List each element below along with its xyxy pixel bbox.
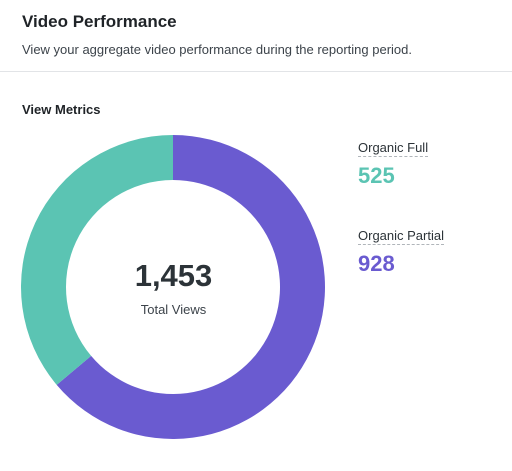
- section-title: View Metrics: [22, 102, 101, 117]
- legend-item-organic-full: Organic Full 525: [358, 139, 429, 189]
- donut-slice-organic-partial[interactable]: [56, 135, 326, 439]
- header: Video Performance View your aggregate vi…: [22, 12, 412, 57]
- total-views-value: 1,453: [134, 258, 213, 293]
- page-title: Video Performance: [22, 12, 177, 31]
- legend-label-organic-partial[interactable]: Organic Partial: [358, 228, 444, 245]
- donut-slice-organic-full[interactable]: [20, 135, 173, 385]
- divider: [0, 71, 512, 72]
- legend-item-organic-partial: Organic Partial 928: [358, 227, 444, 277]
- legend-value-organic-full: 525: [358, 163, 395, 188]
- legend-label-organic-full[interactable]: Organic Full: [358, 140, 429, 157]
- total-views-label: Total Views: [140, 302, 207, 317]
- page-subtitle: View your aggregate video performance du…: [22, 42, 412, 57]
- legend-value-organic-partial: 928: [358, 251, 395, 276]
